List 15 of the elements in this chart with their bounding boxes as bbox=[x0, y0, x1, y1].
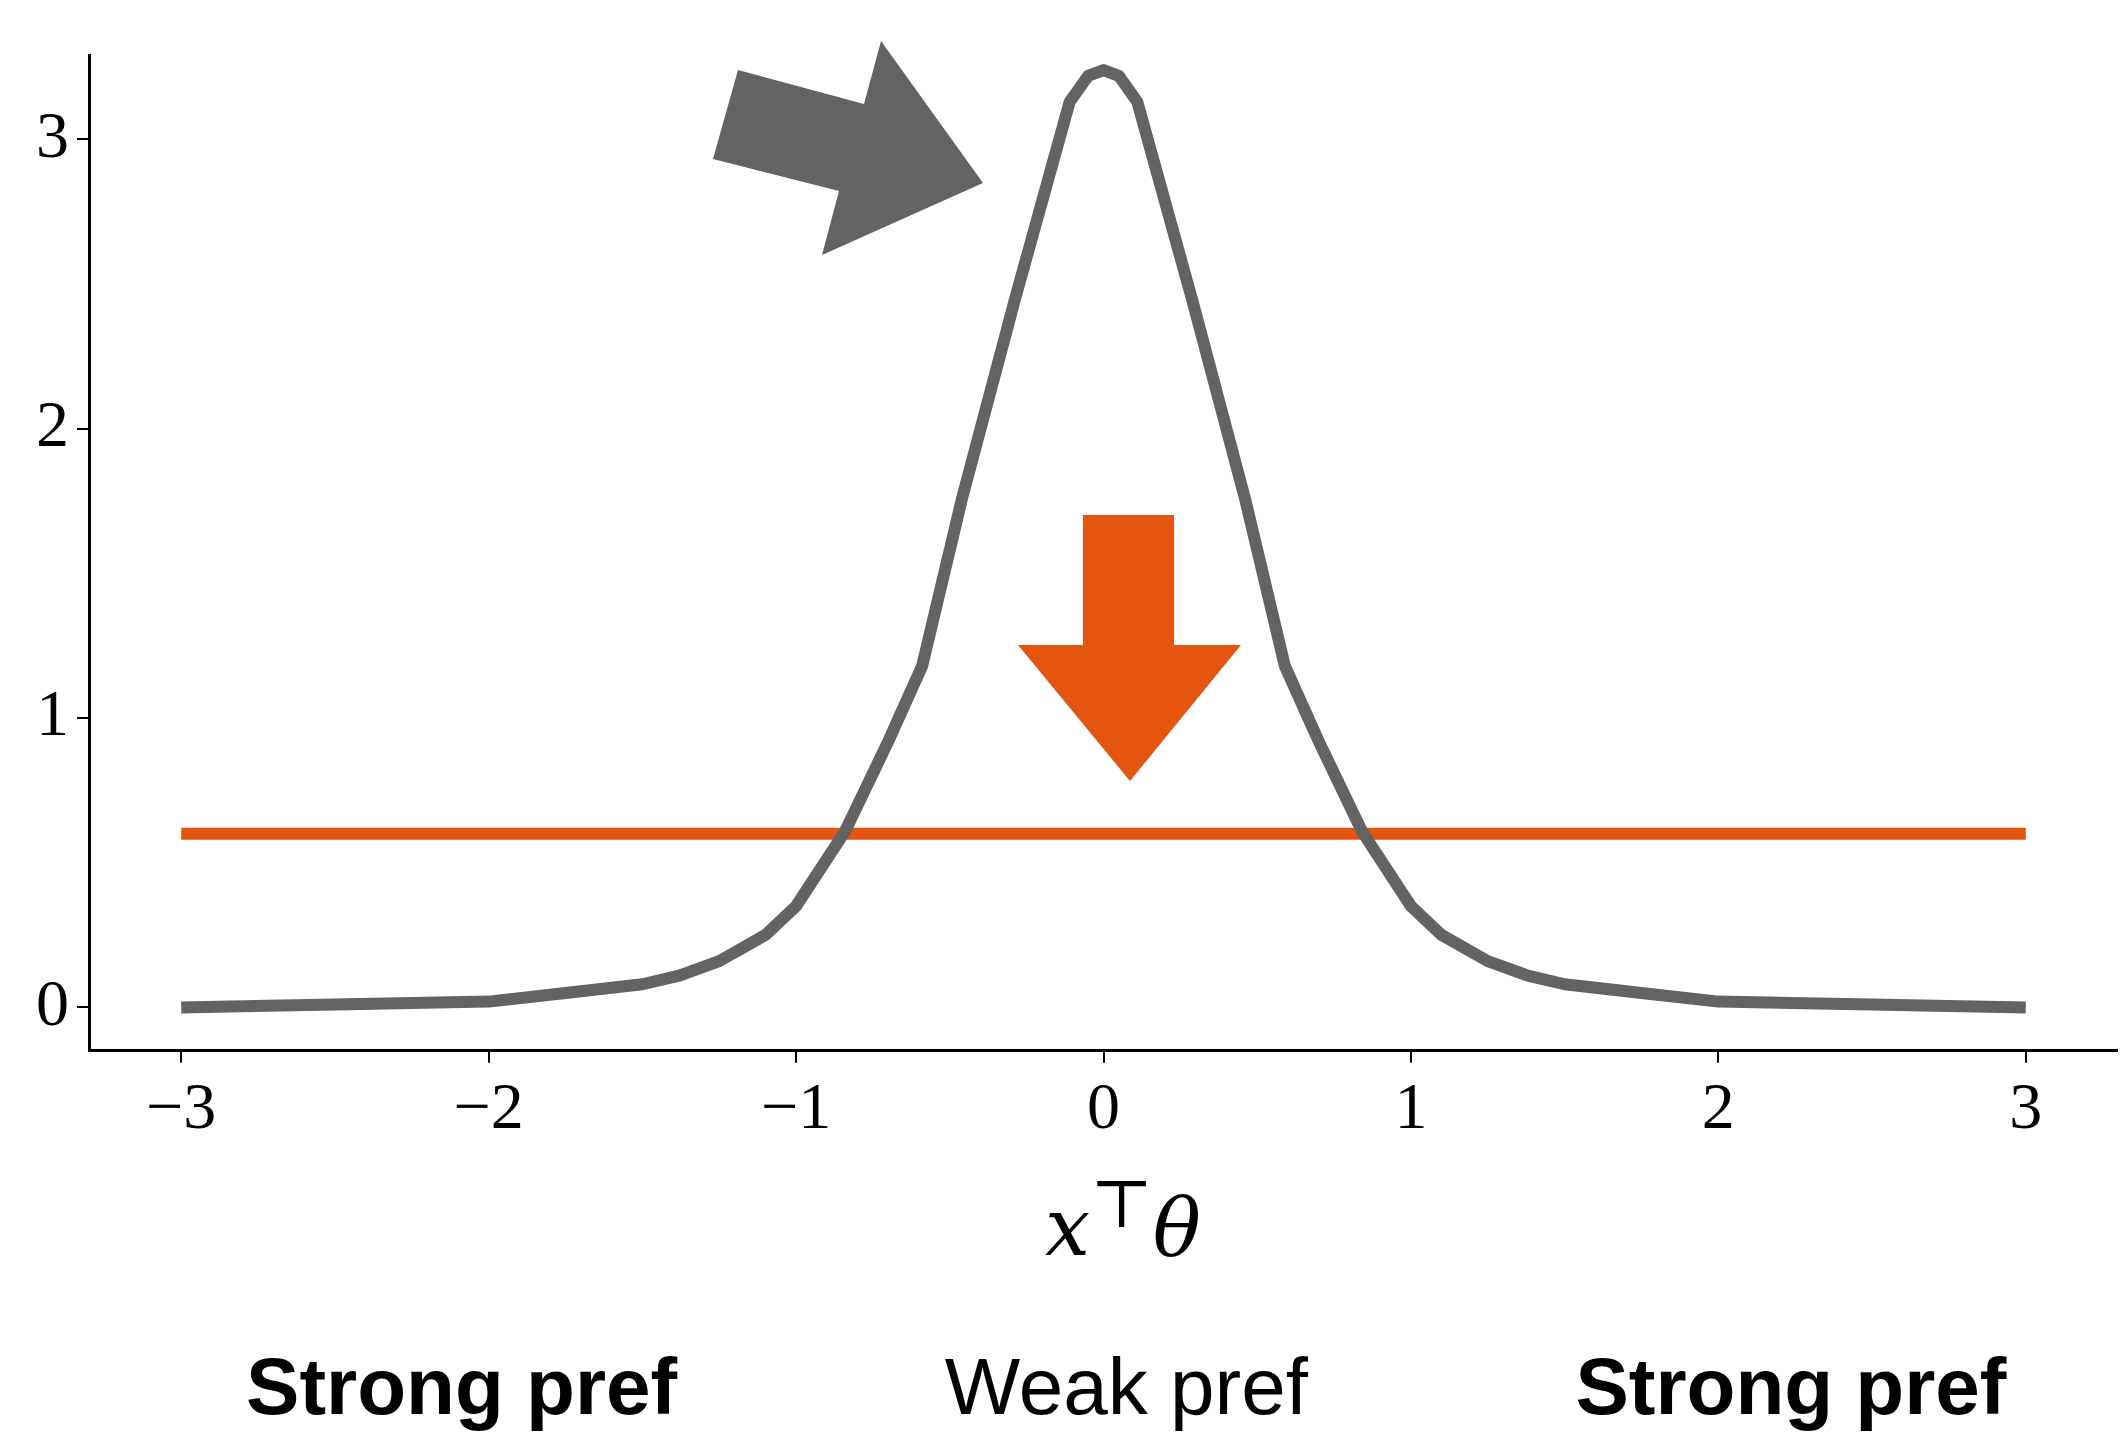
y-tick-label: 2 bbox=[36, 387, 69, 461]
text: Strong pref bbox=[245, 1342, 679, 1431]
x-tick-label: 1 bbox=[1394, 1068, 1428, 1142]
x-tick-label: −1 bbox=[760, 1068, 832, 1142]
y-tick-label: 1 bbox=[36, 676, 69, 750]
x-tick-label: −2 bbox=[453, 1068, 524, 1142]
x-tick-label: 3 bbox=[2009, 1068, 2043, 1142]
x-axis-title: x$^{⊤}$θ bbox=[1044, 1165, 1202, 1274]
y-tick-label: 0 bbox=[36, 965, 69, 1039]
y-tick-label: 3 bbox=[36, 97, 69, 171]
x-tick-label: 2 bbox=[1701, 1068, 1735, 1142]
x-tick-label: −3 bbox=[146, 1068, 217, 1142]
text: Strong pref bbox=[1574, 1342, 2008, 1431]
text: Weak pref bbox=[943, 1342, 1309, 1431]
x-tick-label: 0 bbox=[1087, 1068, 1120, 1142]
